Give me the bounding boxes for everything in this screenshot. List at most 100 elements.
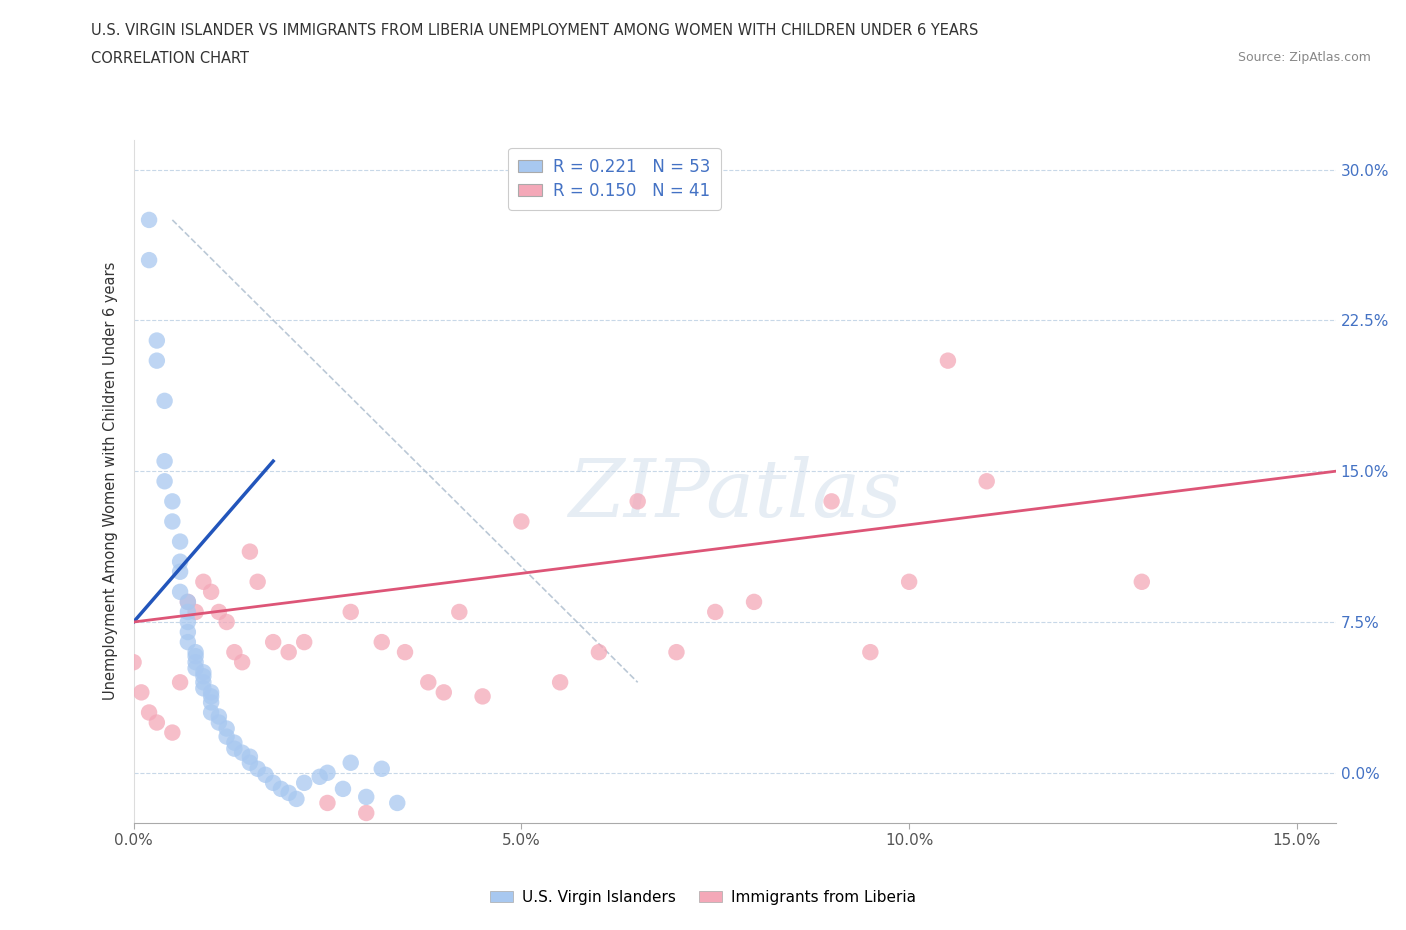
Legend: U.S. Virgin Islanders, Immigrants from Liberia: U.S. Virgin Islanders, Immigrants from L… (484, 884, 922, 911)
Point (316, 795, 339, 810)
Point (138, 705, 160, 720)
Point (820, 494, 842, 509)
Point (177, 594, 200, 609)
Point (208, 715, 231, 730)
Point (153, 474, 176, 489)
Point (433, 684, 456, 699)
Point (193, 675, 215, 690)
Point (184, 604, 207, 619)
Point (742, 594, 765, 609)
Point (371, 762, 394, 777)
Point (239, 755, 262, 770)
Point (339, 604, 361, 619)
Point (292, 634, 315, 649)
Point (262, 634, 284, 649)
Point (200, 689, 222, 704)
Point (215, 615, 238, 630)
Point (262, 776, 284, 790)
Point (208, 604, 231, 619)
Point (208, 709, 231, 724)
Point (277, 786, 299, 801)
Point (224, 644, 246, 659)
Point (239, 750, 262, 764)
Point (898, 575, 921, 590)
Point (224, 741, 246, 756)
Point (215, 721, 238, 736)
Point (449, 604, 471, 619)
Point (215, 729, 238, 744)
Point (193, 665, 215, 680)
Point (162, 725, 184, 740)
Point (146, 715, 169, 730)
Point (1130, 575, 1153, 590)
Point (193, 575, 215, 590)
Point (200, 695, 222, 710)
Point (387, 795, 409, 810)
Text: CORRELATION CHART: CORRELATION CHART (91, 51, 249, 66)
Point (354, 790, 377, 804)
Point (177, 625, 200, 640)
Point (177, 594, 200, 609)
Point (224, 736, 246, 751)
Point (184, 661, 207, 676)
Text: U.S. VIRGIN ISLANDER VS IMMIGRANTS FROM LIBERIA UNEMPLOYMENT AMONG WOMEN WITH CH: U.S. VIRGIN ISLANDER VS IMMIGRANTS FROM … (91, 23, 979, 38)
Point (471, 689, 494, 704)
Point (246, 762, 269, 777)
Point (418, 675, 440, 690)
Point (193, 681, 215, 696)
Point (162, 514, 184, 529)
Point (588, 644, 610, 659)
Point (277, 644, 299, 659)
Point (285, 791, 308, 806)
Legend: R = 0.221   N = 53, R = 0.150   N = 41: R = 0.221 N = 53, R = 0.150 N = 41 (508, 148, 721, 209)
Point (292, 776, 315, 790)
Point (169, 554, 191, 569)
Point (177, 604, 200, 619)
Point (665, 644, 688, 659)
Point (704, 604, 727, 619)
Point (859, 644, 882, 659)
Point (177, 634, 200, 649)
Point (339, 755, 361, 770)
Point (153, 454, 176, 469)
Point (254, 767, 277, 782)
Point (169, 565, 191, 579)
Point (169, 584, 191, 599)
Point (976, 474, 998, 489)
Point (169, 675, 191, 690)
Point (231, 745, 253, 760)
Point (308, 769, 330, 784)
Point (200, 584, 222, 599)
Point (184, 655, 207, 670)
Point (146, 333, 169, 348)
Point (162, 494, 184, 509)
Point (510, 514, 533, 529)
Point (246, 575, 269, 590)
Point (200, 705, 222, 720)
Point (200, 684, 222, 699)
Y-axis label: Unemployment Among Women with Children Under 6 years: Unemployment Among Women with Children U… (103, 262, 118, 700)
Point (332, 781, 354, 796)
Point (131, 684, 153, 699)
Point (169, 534, 191, 549)
Point (146, 353, 169, 368)
Point (122, 655, 145, 670)
Text: ZIPatlas: ZIPatlas (568, 457, 901, 534)
Point (627, 494, 650, 509)
Point (394, 644, 416, 659)
Text: Source: ZipAtlas.com: Source: ZipAtlas.com (1237, 51, 1371, 64)
Point (270, 781, 292, 796)
Point (354, 805, 377, 820)
Point (138, 212, 160, 227)
Point (316, 765, 339, 780)
Point (239, 544, 262, 559)
Point (231, 655, 253, 670)
Point (193, 669, 215, 684)
Point (184, 649, 207, 664)
Point (153, 393, 176, 408)
Point (548, 675, 571, 690)
Point (184, 644, 207, 659)
Point (371, 634, 394, 649)
Point (177, 615, 200, 630)
Point (138, 253, 160, 268)
